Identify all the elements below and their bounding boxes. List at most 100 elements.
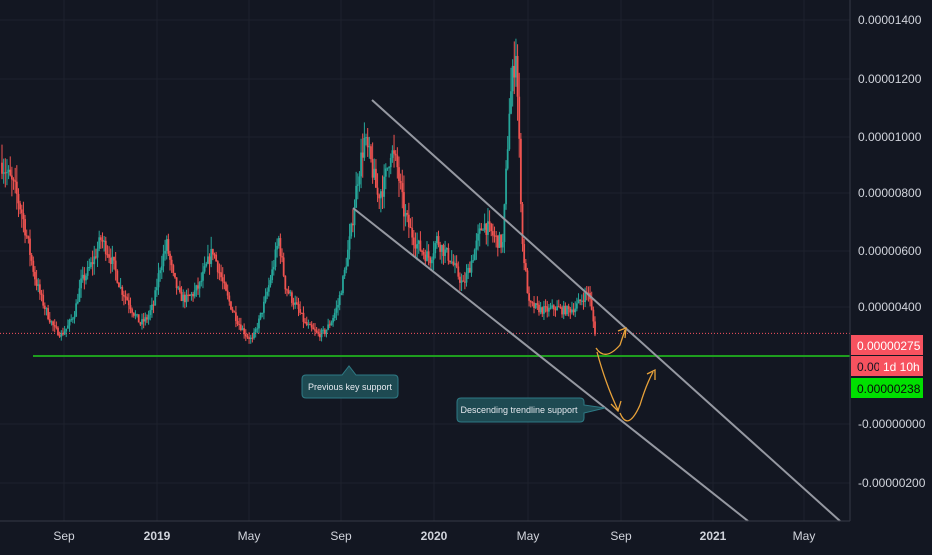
y-tick-label: 0.00001200 bbox=[858, 72, 922, 86]
candle-body bbox=[409, 227, 412, 229]
candle-body bbox=[272, 266, 275, 270]
projection-path-up[interactable] bbox=[595, 329, 626, 355]
candle-body bbox=[546, 306, 549, 312]
candle-body bbox=[554, 309, 557, 311]
candle-body bbox=[462, 280, 465, 282]
candle-body bbox=[118, 282, 120, 288]
candle-body bbox=[174, 272, 176, 278]
candle-body bbox=[470, 260, 473, 273]
candle-body bbox=[68, 320, 71, 326]
candle-body bbox=[286, 289, 288, 291]
candle-body bbox=[343, 269, 346, 277]
candle-body bbox=[498, 234, 501, 248]
current-price-tag bbox=[851, 335, 923, 355]
candle-body bbox=[175, 277, 178, 289]
candle-body bbox=[200, 280, 203, 283]
candle-body bbox=[119, 287, 122, 289]
candle-body bbox=[483, 223, 486, 230]
candle-body bbox=[63, 331, 66, 335]
candle-body bbox=[295, 302, 298, 305]
candle-body bbox=[10, 175, 13, 180]
candle-body bbox=[179, 287, 181, 292]
projection-path-down[interactable] bbox=[596, 351, 619, 411]
candle-body bbox=[141, 319, 143, 325]
candle-body bbox=[12, 179, 15, 181]
candle-body bbox=[424, 254, 427, 261]
candle-body bbox=[327, 324, 330, 330]
current-price-text: 0.00000275 bbox=[857, 339, 921, 353]
time-axis[interactable]: Sep 2019 May Sep 2020 May Sep 2021 May bbox=[53, 529, 815, 543]
candle-body bbox=[506, 149, 509, 169]
candle-body bbox=[113, 256, 115, 261]
candle-body bbox=[52, 321, 54, 326]
x-tick-label: Sep bbox=[610, 529, 632, 543]
candle-body bbox=[78, 288, 81, 302]
candle-body bbox=[274, 249, 277, 267]
candle-body bbox=[2, 172, 5, 174]
x-tick-label: May bbox=[238, 529, 261, 543]
callout-previous-key-support[interactable] bbox=[301, 365, 399, 399]
channel-upper-line[interactable] bbox=[371, 99, 841, 522]
candle-body bbox=[388, 167, 390, 169]
candle-body bbox=[83, 274, 86, 281]
candle-body bbox=[55, 326, 58, 328]
candle-body bbox=[490, 223, 493, 232]
candle-body bbox=[221, 277, 224, 282]
channel-lower-line[interactable] bbox=[352, 207, 749, 522]
candle-body bbox=[29, 238, 31, 255]
candle-body bbox=[501, 242, 504, 248]
candle-body bbox=[538, 304, 540, 313]
drawing-overlays: Previous key support Descending trendline… bbox=[0, 99, 850, 522]
candle-body bbox=[192, 293, 194, 297]
candle-body bbox=[104, 240, 107, 255]
candle-body bbox=[440, 245, 443, 252]
candle-body bbox=[40, 293, 43, 295]
candle-body bbox=[562, 305, 565, 315]
candle-body bbox=[419, 240, 422, 251]
candle-body bbox=[379, 191, 382, 199]
candle-body bbox=[239, 324, 242, 331]
candle-body bbox=[146, 317, 148, 320]
candle-body bbox=[305, 322, 308, 325]
candle-body bbox=[167, 239, 170, 254]
candle-body bbox=[411, 227, 414, 238]
candle-body bbox=[342, 276, 344, 294]
candle-body bbox=[249, 337, 252, 339]
candle-body bbox=[300, 312, 303, 314]
candle-body bbox=[361, 152, 364, 158]
candle-body bbox=[88, 266, 91, 268]
candle-body bbox=[404, 212, 407, 217]
candle-body bbox=[454, 263, 456, 265]
candle-body bbox=[480, 228, 483, 231]
callout-descending-trendline[interactable] bbox=[456, 397, 606, 423]
grid bbox=[0, 0, 850, 521]
candle-body bbox=[580, 300, 583, 302]
candle-body bbox=[330, 322, 333, 326]
candle-body bbox=[347, 249, 349, 267]
candle-body bbox=[284, 275, 287, 290]
candle-body bbox=[371, 159, 374, 178]
candle-body bbox=[468, 267, 471, 273]
candle-body bbox=[360, 152, 362, 177]
candle-body bbox=[495, 235, 498, 237]
candle-body bbox=[276, 245, 278, 250]
candle-body bbox=[319, 333, 321, 338]
candle-body bbox=[164, 250, 166, 254]
candle-body bbox=[136, 314, 138, 316]
candle-body bbox=[521, 204, 524, 245]
price-axis[interactable]: 0.00001400 0.00001200 0.00001000 0.00000800… bbox=[858, 13, 926, 490]
candle-body bbox=[566, 306, 568, 315]
candle-body bbox=[144, 317, 147, 322]
candle-body bbox=[147, 314, 150, 320]
candle-body bbox=[98, 237, 101, 249]
candle-body bbox=[587, 292, 590, 294]
candle-body bbox=[528, 293, 531, 301]
y-tick-label: 0.00001400 bbox=[858, 13, 922, 27]
candle-body bbox=[183, 294, 186, 303]
candle-body bbox=[386, 167, 389, 169]
projection-path-rebound[interactable] bbox=[619, 371, 654, 422]
candle-body bbox=[485, 223, 488, 235]
candle-body bbox=[297, 304, 300, 310]
candle-body bbox=[552, 305, 555, 310]
candle-body bbox=[375, 168, 377, 188]
